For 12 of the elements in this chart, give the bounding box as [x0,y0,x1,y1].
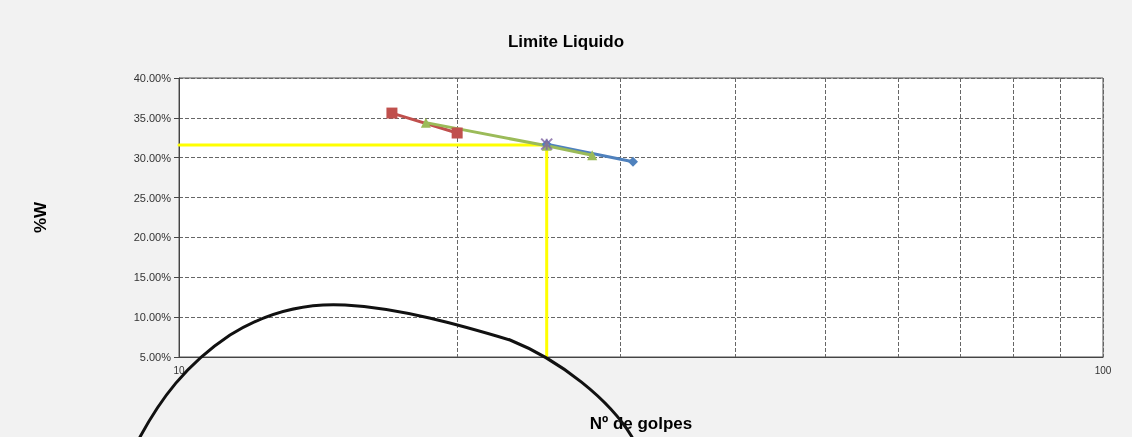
x-tick-label: 100 [1094,364,1112,376]
y-tick-label: 20.00% [133,231,172,244]
chart-title: Limite Liquido [507,32,625,51]
y-tick-label: 30.00% [133,151,172,164]
y-tick-label: 40.00% [133,72,172,84]
y-tick-label: 25.00% [133,191,172,204]
y-tick-label: 35.00% [133,111,172,124]
y-tick-label: 10.00% [133,311,172,324]
x-tick-label: 10 [173,364,185,376]
y-tick-label: 5.00% [139,351,172,363]
y-tick-label: 15.00% [133,271,172,284]
y-axis-title: %W [31,200,50,234]
